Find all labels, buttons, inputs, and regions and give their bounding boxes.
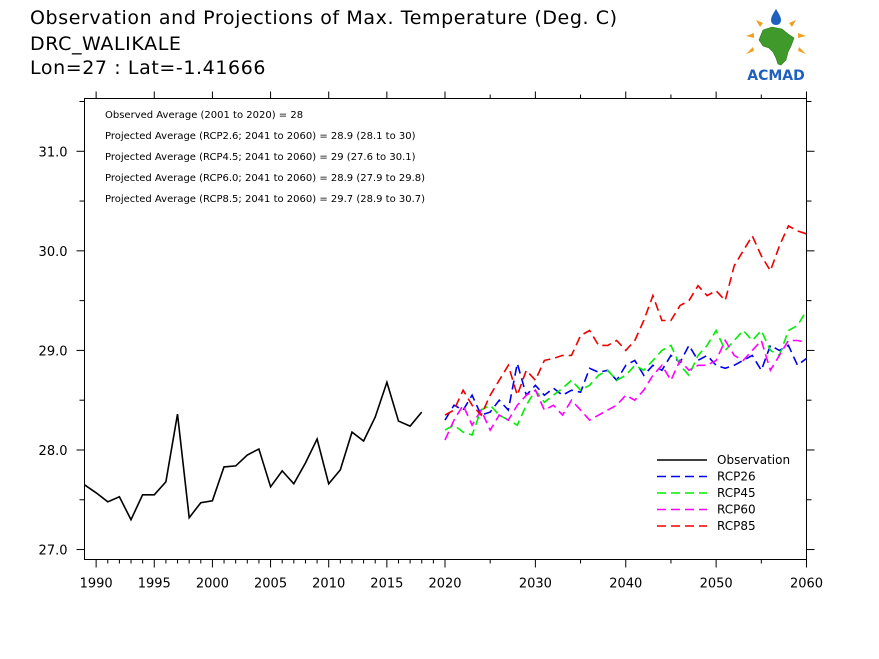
plot-frame — [84, 98, 807, 560]
location-name: DRC_WALIKALE — [30, 33, 182, 55]
y-tick-label: 27.0 — [39, 544, 68, 559]
x-tick-label: 2015 — [370, 577, 403, 592]
x-tick-label: 2005 — [254, 577, 287, 592]
x-tick-label: 2000 — [196, 577, 229, 592]
x-tick-label: 2040 — [609, 577, 642, 592]
legend: Observation RCP26 RCP45 RCP60 RCP85 — [657, 453, 790, 533]
annotation-line: Projected Average (RCP8.5; 2041 to 2060)… — [105, 194, 425, 205]
x-tick-label: 2030 — [519, 577, 552, 592]
x-tick-label: 1990 — [80, 577, 113, 592]
annotation-line: Projected Average (RCP4.5; 2041 to 2060)… — [105, 152, 416, 163]
y-tick-label: 28.0 — [39, 444, 68, 459]
annotation-line: Observed Average (2001 to 2020) = 28 — [105, 110, 303, 121]
y-axis: 27.0 28.0 29.0 30.0 31.0 — [39, 100, 815, 559]
annotation-line: Projected Average (RCP6.0; 2041 to 2060)… — [105, 173, 425, 184]
y-tick-label: 31.0 — [39, 145, 68, 160]
sun-rays-icon — [746, 14, 806, 54]
series-line-rcp26 — [444, 343, 807, 421]
legend-label: RCP45 — [717, 486, 756, 500]
annotations: Observed Average (2001 to 2020) = 28 Proj… — [105, 110, 425, 205]
y-tick-label: 29.0 — [39, 344, 68, 359]
location-coordinates: Lon=27 : Lat=-1.41666 — [30, 57, 267, 79]
africa-map-icon — [758, 26, 795, 66]
series-group — [84, 224, 808, 522]
x-tick-label: 2060 — [790, 577, 823, 592]
series-line-observation — [84, 379, 423, 522]
water-drop-icon — [771, 9, 781, 25]
annotation-line: Projected Average (RCP2.6; 2041 to 2060)… — [105, 131, 416, 142]
x-tick-label: 1995 — [138, 577, 171, 592]
x-tick-label: 2020 — [428, 577, 461, 592]
legend-label: Observation — [717, 453, 790, 467]
series-line-rcp60 — [444, 338, 807, 441]
y-tick-label: 30.0 — [39, 245, 68, 260]
acmad-logo: ACMAD — [746, 9, 806, 84]
x-tick-label: 2010 — [312, 577, 345, 592]
legend-label: RCP26 — [717, 470, 756, 484]
x-axis: 1990 1995 2000 2005 2010 2015 2020 2030 2040 2050… — [80, 91, 823, 592]
series-line-rcp45 — [444, 310, 808, 436]
acmad-logo-text: ACMAD — [747, 68, 805, 84]
series-line-rcp85 — [444, 224, 807, 417]
legend-label: RCP85 — [717, 519, 756, 533]
chart-title: Observation and Projections of Max. Temp… — [30, 7, 618, 29]
legend-label: RCP60 — [717, 503, 756, 517]
x-tick-label: 2050 — [700, 577, 733, 592]
